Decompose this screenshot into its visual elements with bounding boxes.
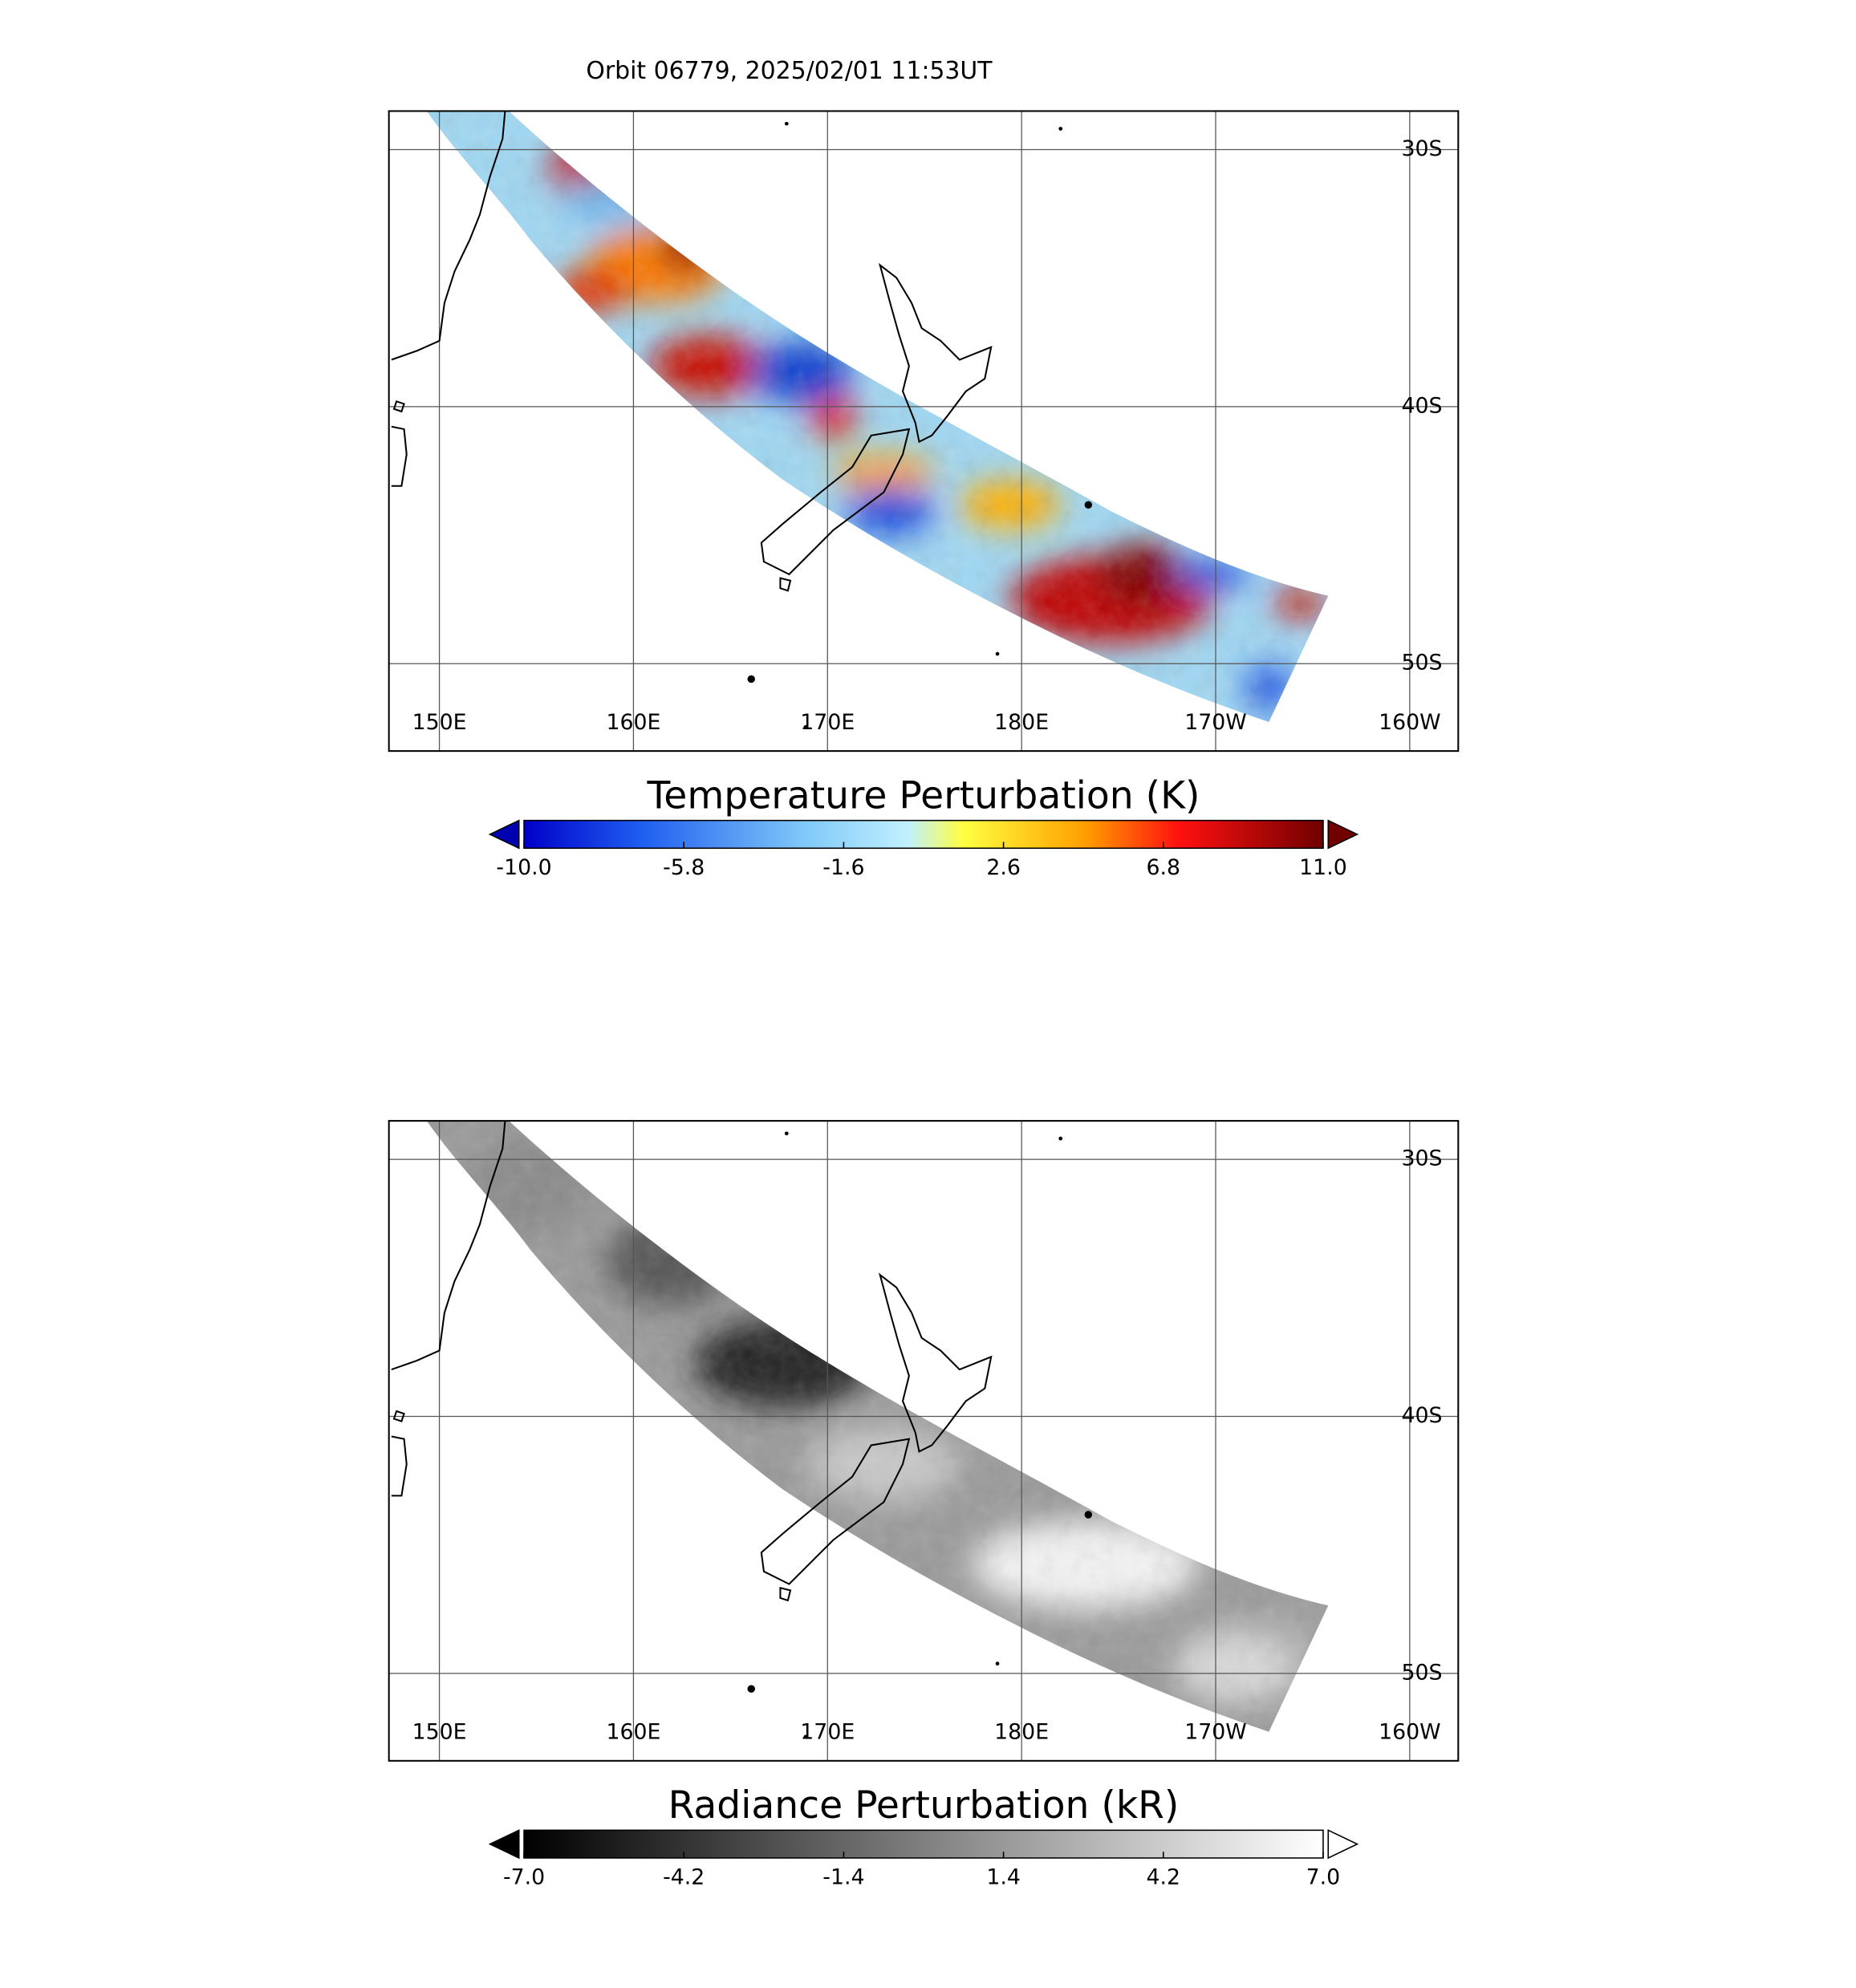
grid — [388, 1121, 1459, 1761]
colorbar-arrow-high — [1327, 1829, 1359, 1860]
colorbar-tick-label: -7.0 — [503, 1865, 545, 1890]
colorbar-arrow-low — [488, 1829, 520, 1860]
lat-label: 30S — [1401, 136, 1442, 161]
lon-label: 170W — [1184, 1720, 1246, 1745]
lon-label: 180E — [994, 710, 1049, 735]
colorbar-tick-label: -4.2 — [663, 1865, 705, 1890]
lon-label: 160W — [1379, 710, 1440, 735]
colorbar-tick-label: -10.0 — [496, 855, 551, 880]
temperature-swath — [426, 111, 1329, 722]
lon-label: 170W — [1184, 710, 1246, 735]
colorbar-tick-label: 1.4 — [986, 1865, 1021, 1890]
lon-label: 150E — [412, 1720, 467, 1745]
map-frame — [388, 1120, 1460, 1762]
lon-label: 150E — [412, 710, 467, 735]
lon-label: 160E — [606, 710, 660, 735]
colorbar-tick-label: -5.8 — [663, 855, 705, 880]
lat-label: 50S — [1401, 651, 1442, 676]
colorbar-tick-label: -1.4 — [822, 1865, 864, 1890]
lat-label: 30S — [1401, 1146, 1442, 1171]
radiance-swath — [426, 1121, 1329, 1732]
plot-title: Orbit 06779, 2025/02/01 11:53UT — [586, 57, 993, 85]
colorbar — [523, 1829, 1324, 1859]
lat-label: 50S — [1401, 1660, 1442, 1685]
lon-label: 160E — [606, 1720, 660, 1745]
colorbar-arrow-low — [488, 819, 520, 850]
lat-label: 40S — [1401, 1403, 1442, 1428]
map-panel: 150E 160E 170E 180E 170W 160W 30S 40S 50S Radianc… — [388, 1120, 1460, 1890]
colorbar-title: Temperature Perturbation (K) — [647, 773, 1200, 818]
colorbar-tick-label: 11.0 — [1299, 855, 1347, 880]
lon-label: 160W — [1379, 1720, 1440, 1745]
colorbar-tick-label: 4.2 — [1147, 1865, 1181, 1890]
colorbar — [523, 819, 1324, 850]
lat-label: 40S — [1401, 393, 1442, 418]
lon-label: 170E — [800, 1720, 855, 1745]
lon-label: 170E — [800, 710, 855, 735]
colorbar-arrow-high — [1327, 819, 1359, 850]
colorbar-tick-label: 7.0 — [1306, 1865, 1341, 1890]
colorbar-tick-label: -1.6 — [822, 855, 864, 880]
map-frame — [388, 110, 1460, 753]
colorbar-tick-label: 6.8 — [1147, 855, 1181, 880]
map-panel: 150E 160E 170E 180E 170W 160W 30S 40S 50S Tempera… — [388, 110, 1460, 880]
colorbar-title: Radiance Perturbation (kR) — [668, 1783, 1180, 1828]
lon-label: 180E — [994, 1720, 1049, 1745]
colorbar-tick-label: 2.6 — [986, 855, 1021, 880]
grid — [388, 111, 1459, 752]
